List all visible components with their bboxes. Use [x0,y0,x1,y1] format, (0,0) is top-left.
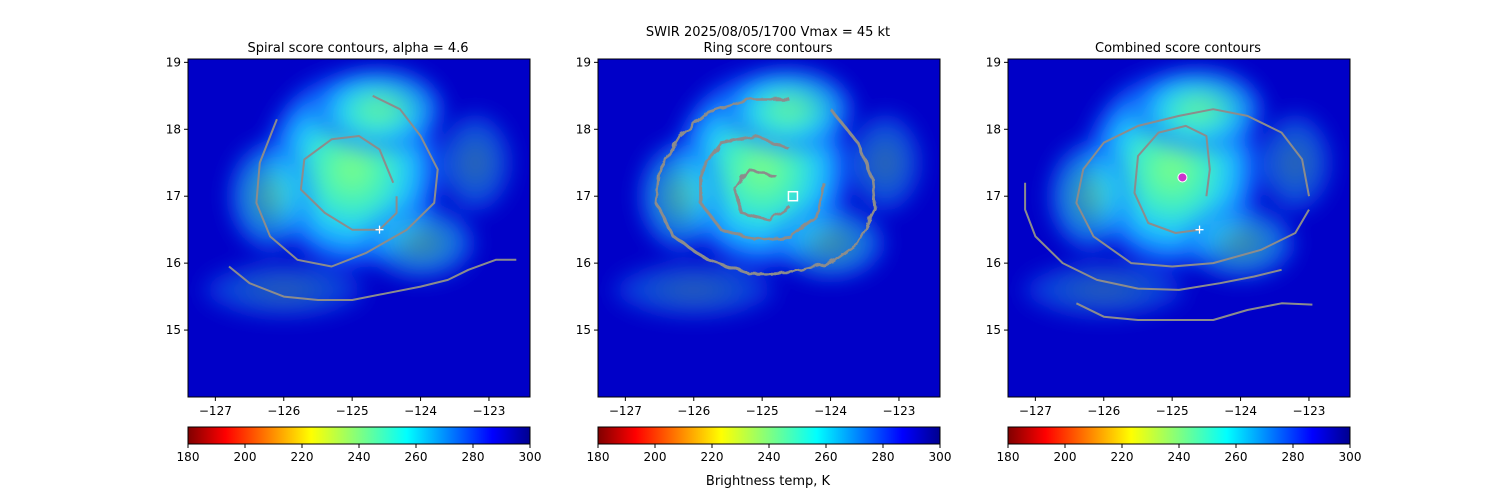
panel-title: Spiral score contours, alpha = 4.6 [247,41,468,56]
contour-line [1075,108,1310,268]
contour-line [733,167,791,222]
x-tick-label: −123 [882,404,915,418]
colorbar-tick-label: 220 [1111,450,1134,464]
x-tick-label: −126 [677,404,710,418]
colorbar-tick-label: 200 [1054,450,1077,464]
y-tick-label: 16 [166,256,181,270]
colorbar [1007,426,1351,445]
cloud-blob [435,107,516,218]
y-tick-label: 19 [986,55,1001,69]
y-tick-label: 15 [986,323,1001,337]
colorbar-tick-label: 180 [587,450,610,464]
colorbar-tick-label: 240 [1168,450,1191,464]
x-tick-label: −123 [472,404,505,418]
cloud-blob [193,259,374,320]
colorbar-tick-label: 280 [1282,450,1305,464]
x-tick-label: −124 [404,404,437,418]
colorbar-tick-label: 240 [348,450,371,464]
colorbar-tick-label: 180 [177,450,200,464]
x-tick-label: −125 [746,404,779,418]
y-tick-label: 18 [576,122,591,136]
colorbar-tick-label: 260 [405,450,428,464]
panel-title: Combined score contours [1095,41,1261,56]
y-tick-label: 19 [576,55,591,69]
cloud-blob [603,259,784,320]
x-tick-label: −125 [1156,404,1189,418]
axes-frame [597,58,941,398]
colorbar-tick-label: 220 [701,450,724,464]
colorbar-tick-label: 300 [1339,450,1362,464]
cloud-blob [770,203,891,284]
x-tick-label: −125 [336,404,369,418]
panel-ring: Ring score contours −127 −126 −125 −124 −123… [576,41,952,464]
x-tick-label: −127 [609,404,642,418]
colorbar-tick-label: 180 [997,450,1020,464]
best-center-marker [1177,172,1188,183]
cloud-blob [719,64,860,155]
contour-line [699,134,826,242]
contour-line [1075,302,1313,321]
contour-line [299,135,398,231]
y-tick-label: 16 [986,256,1001,270]
axes-frame [187,58,531,398]
x-tick-label: −126 [267,404,300,418]
x-tick-label: −124 [814,404,847,418]
plot-area [1008,59,1350,397]
y-tick-label: 18 [166,122,181,136]
cloud-blob [1013,259,1194,320]
colorbar [597,426,941,445]
y-tick-label: 19 [166,55,181,69]
cloud-blob [360,203,481,284]
y-tick-label: 15 [166,323,181,337]
x-tick-label: −127 [199,404,232,418]
colorbar-label: Brightness temp, K [706,474,831,489]
cloud-blob [225,136,316,257]
colorbar-tick-label: 280 [872,450,895,464]
cloud-blob [1045,136,1136,257]
colorbar-tick-label: 260 [1225,450,1248,464]
storm-center-marker [787,190,799,202]
panel-spiral: Spiral score contours, alpha = 4.6 −127 −… [166,41,542,464]
colorbar-tick-label: 300 [519,450,542,464]
y-tick-label: 17 [166,189,181,203]
x-tick-label: −123 [1292,404,1325,418]
y-tick-label: 16 [576,256,591,270]
colorbar-tick-label: 200 [234,450,257,464]
cloud-blob [309,64,450,155]
contour-line [228,258,517,301]
plot-area [598,59,940,397]
colorbar-tick-label: 200 [644,450,667,464]
y-tick-label: 18 [986,122,1001,136]
x-tick-label: −124 [1224,404,1257,418]
panel-combined: Combined score contours −127 −126 −125 −124… [986,41,1362,464]
colorbar [187,426,531,445]
x-tick-label: −127 [1019,404,1052,418]
cloud-blob [1255,107,1336,218]
plot-area [188,59,530,397]
y-tick-label: 17 [986,189,1001,203]
y-tick-label: 15 [576,323,591,337]
y-tick-label: 17 [576,189,591,203]
axes-frame [1007,58,1351,398]
colorbar-tick-label: 300 [929,450,952,464]
colorbar-tick-label: 280 [462,450,485,464]
storm-center-marker [1195,225,1204,234]
panel-title: Ring score contours [703,41,832,56]
contour-line [1133,124,1211,234]
cloud-blob [845,107,926,218]
cloud-blob [1180,203,1301,284]
storm-center-marker [375,225,384,234]
contour-line [255,94,439,268]
colorbar-tick-label: 240 [758,450,781,464]
contour-line [1024,182,1282,291]
contour-line [654,97,877,275]
colorbar-tick-label: 260 [815,450,838,464]
colorbar-tick-label: 220 [291,450,314,464]
figure-suptitle: SWIR 2025/08/05/1700 Vmax = 45 kt [646,25,890,40]
x-tick-label: −126 [1087,404,1120,418]
